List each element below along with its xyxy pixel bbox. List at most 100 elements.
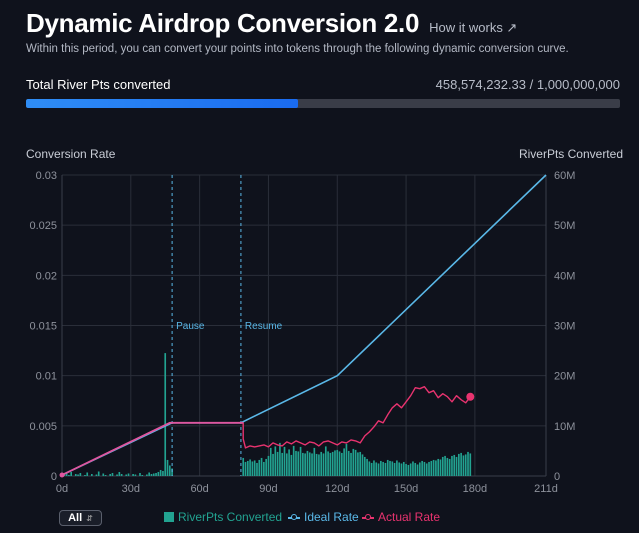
page-title: Dynamic Airdrop Conversion 2.0 bbox=[26, 8, 420, 38]
bar-riverpts-converted bbox=[70, 471, 73, 476]
x-tick-label: 180d bbox=[463, 483, 487, 495]
progress-bar-fill bbox=[26, 99, 299, 108]
bar-riverpts-converted bbox=[341, 452, 343, 476]
y-right-tick-label: 50M bbox=[554, 220, 575, 232]
bar-riverpts-converted bbox=[258, 459, 261, 476]
line-marker-icon bbox=[288, 512, 300, 522]
bar-riverpts-converted bbox=[416, 464, 419, 476]
bar-riverpts-converted bbox=[331, 451, 334, 476]
bar-riverpts-converted bbox=[368, 461, 371, 476]
bar-riverpts-converted bbox=[405, 463, 407, 476]
bar-riverpts-converted bbox=[285, 453, 288, 476]
legend-item-ideal-rate[interactable]: Ideal Rate bbox=[288, 510, 359, 524]
bar-riverpts-converted bbox=[354, 449, 357, 476]
bar-riverpts-converted bbox=[132, 473, 134, 476]
y-right-tick-label: 0 bbox=[554, 471, 560, 483]
bar-riverpts-converted bbox=[159, 469, 162, 476]
bar-riverpts-converted bbox=[460, 452, 462, 476]
bar-riverpts-converted bbox=[95, 474, 98, 476]
y-right-tick-label: 40M bbox=[554, 270, 575, 282]
bar-riverpts-converted bbox=[295, 450, 297, 476]
x-tick-label: 120d bbox=[325, 483, 349, 495]
bar-riverpts-converted bbox=[336, 449, 339, 476]
bar-riverpts-converted bbox=[425, 463, 428, 476]
chevron-updown-icon: ⇵ bbox=[86, 513, 93, 523]
y-left-tick-label: 0.01 bbox=[36, 371, 57, 383]
bar-riverpts-converted bbox=[157, 471, 160, 476]
bar-riverpts-converted bbox=[370, 462, 373, 476]
bar-riverpts-converted bbox=[329, 452, 332, 476]
legend-item-actual-rate[interactable]: Actual Rate bbox=[362, 510, 440, 524]
x-tick-label: 150d bbox=[394, 483, 418, 495]
bar-riverpts-converted bbox=[148, 472, 150, 476]
y-right-tick-label: 30M bbox=[554, 321, 575, 333]
title-row: Dynamic Airdrop Conversion 2.0 How it wo… bbox=[26, 8, 621, 39]
bar-riverpts-converted bbox=[134, 474, 137, 476]
bar-riverpts-converted bbox=[139, 472, 141, 476]
legend-item-riverpts[interactable]: RiverPts Converted bbox=[164, 510, 282, 524]
progress-bar bbox=[26, 99, 620, 108]
bar-riverpts-converted bbox=[74, 473, 77, 476]
annotation-label: Pause bbox=[176, 321, 205, 332]
bar-riverpts-converted bbox=[455, 456, 458, 476]
y-left-tick-label: 0.015 bbox=[29, 321, 57, 333]
y-right-tick-label: 20M bbox=[554, 371, 575, 383]
bar-riverpts-converted bbox=[288, 449, 290, 476]
bar-riverpts-converted bbox=[249, 459, 251, 476]
bar-riverpts-converted bbox=[338, 451, 341, 476]
line-marker-icon bbox=[362, 512, 374, 522]
bar-riverpts-converted bbox=[458, 453, 460, 476]
bar-riverpts-converted bbox=[111, 472, 114, 476]
bar-riverpts-converted bbox=[345, 443, 348, 476]
bar-riverpts-converted bbox=[90, 473, 93, 476]
range-select[interactable]: All ⇵ bbox=[59, 510, 102, 526]
bar-riverpts-converted bbox=[347, 450, 350, 476]
bar-riverpts-converted bbox=[274, 446, 277, 476]
bar-riverpts-converted bbox=[389, 460, 391, 476]
bar-riverpts-converted bbox=[315, 453, 318, 476]
y-left-tick-label: 0.02 bbox=[36, 270, 57, 282]
bar-riverpts-converted bbox=[363, 456, 366, 476]
bar-riverpts-converted bbox=[366, 458, 368, 476]
bar-riverpts-converted bbox=[402, 461, 405, 476]
bar-swatch-icon bbox=[164, 512, 174, 522]
header: Dynamic Airdrop Conversion 2.0 How it wo… bbox=[26, 8, 621, 55]
bar-riverpts-converted bbox=[318, 454, 320, 476]
bar-riverpts-converted bbox=[281, 452, 284, 476]
bar-riverpts-converted bbox=[102, 473, 105, 476]
x-tick-label: 211d bbox=[534, 483, 558, 495]
bar-riverpts-converted bbox=[462, 455, 465, 476]
bar-riverpts-converted bbox=[299, 446, 302, 476]
bar-riverpts-converted bbox=[272, 453, 274, 476]
bar-riverpts-converted bbox=[412, 461, 414, 476]
bar-riverpts-converted bbox=[393, 462, 396, 476]
bar-riverpts-converted bbox=[435, 460, 437, 476]
bar-riverpts-converted bbox=[263, 461, 265, 476]
bar-riverpts-converted bbox=[276, 451, 279, 476]
bar-riverpts-converted bbox=[343, 448, 345, 476]
bar-riverpts-converted bbox=[267, 455, 270, 476]
bar-riverpts-converted bbox=[350, 452, 352, 476]
bar-riverpts-converted bbox=[84, 474, 86, 476]
bar-riverpts-converted bbox=[256, 462, 258, 476]
actual-rate-end-marker bbox=[466, 392, 475, 401]
bar-riverpts-converted bbox=[441, 456, 444, 476]
y-right-tick-label: 60M bbox=[554, 170, 575, 182]
x-tick-label: 0d bbox=[56, 483, 68, 495]
actual-rate-line bbox=[61, 386, 471, 476]
bar-riverpts-converted bbox=[246, 460, 249, 476]
bar-riverpts-converted bbox=[68, 474, 70, 476]
how-it-works-link[interactable]: How it works ↗ bbox=[429, 20, 518, 35]
bar-riverpts-converted bbox=[373, 460, 375, 476]
bar-riverpts-converted bbox=[152, 473, 155, 476]
bar-riverpts-converted bbox=[304, 453, 306, 476]
bar-riverpts-converted bbox=[118, 471, 121, 476]
bar-riverpts-converted bbox=[290, 454, 293, 476]
bar-riverpts-converted bbox=[359, 451, 362, 476]
bar-riverpts-converted bbox=[334, 450, 336, 476]
bar-riverpts-converted bbox=[324, 446, 327, 476]
bar-riverpts-converted bbox=[320, 451, 323, 476]
bar-riverpts-converted bbox=[306, 450, 309, 476]
right-axis-title: RiverPts Converted bbox=[518, 147, 623, 161]
bar-riverpts-converted bbox=[251, 461, 254, 476]
